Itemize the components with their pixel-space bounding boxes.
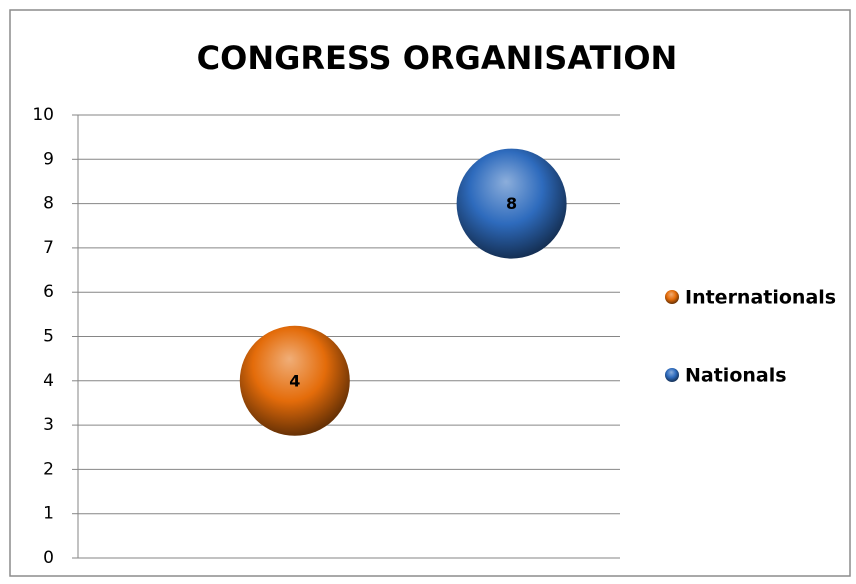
y-tick-label: 4: [43, 371, 54, 391]
y-tick-label: 1: [43, 504, 54, 524]
chart-border: [9, 9, 851, 577]
y-tick-label: 5: [43, 327, 54, 347]
bubble: [456, 148, 567, 259]
y-tick-label: 0: [43, 548, 54, 568]
y-tick-label: 9: [43, 149, 54, 169]
data-label: 4: [289, 371, 300, 390]
legend-marker: [665, 368, 679, 382]
data-label: 8: [506, 194, 517, 213]
legend-label: Internationals: [685, 287, 836, 309]
y-tick-label: 7: [43, 238, 54, 258]
y-tick-label: 3: [43, 415, 54, 435]
legend-label: Nationals: [685, 365, 787, 387]
bubble: [239, 325, 350, 436]
legend-marker: [665, 290, 679, 304]
chart-title: CONGRESS ORGANISATION: [197, 39, 678, 77]
y-tick-label: 8: [43, 194, 54, 214]
y-tick-label: 10: [32, 105, 54, 125]
y-tick-label: 2: [43, 459, 54, 479]
y-tick-label: 6: [43, 282, 54, 302]
